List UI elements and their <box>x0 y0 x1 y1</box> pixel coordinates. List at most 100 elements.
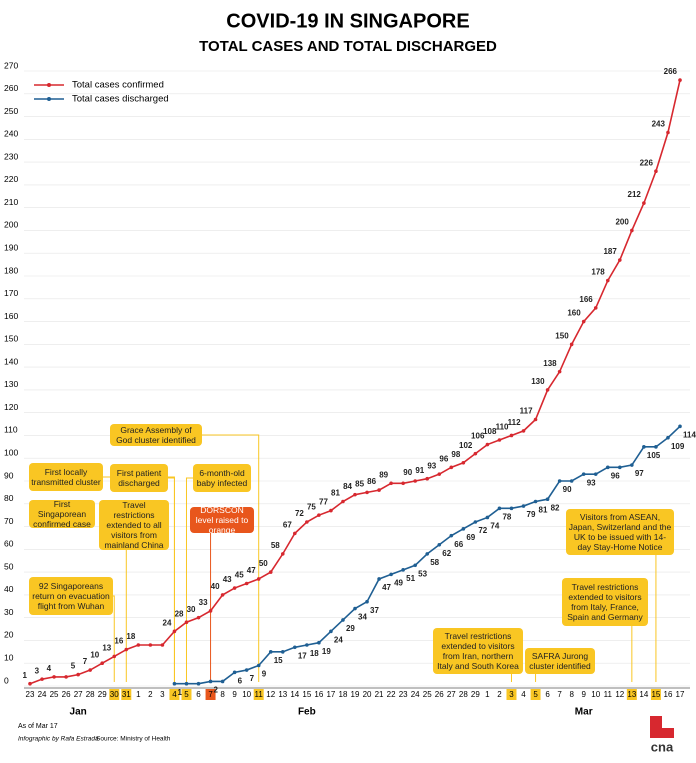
x-tick-label: 7 <box>557 690 562 699</box>
annotation-text: SAFRA Jurong cluster identified <box>529 651 591 671</box>
data-point <box>184 681 189 686</box>
data-point <box>208 679 213 684</box>
data-point <box>40 677 44 681</box>
annotation-box <box>433 628 523 674</box>
tick-highlight <box>169 689 180 700</box>
data-point <box>605 278 610 283</box>
data-label: 226 <box>640 158 654 167</box>
tick-highlight <box>121 689 132 700</box>
data-label: 1 <box>177 688 182 697</box>
data-label: 6 <box>238 676 243 685</box>
data-point <box>425 552 430 556</box>
data-label: 85 <box>355 479 364 488</box>
data-label: 84 <box>343 482 352 491</box>
data-label: 28 <box>175 609 184 618</box>
data-point <box>341 499 345 504</box>
data-point <box>377 577 381 581</box>
y-tick-label: 180 <box>4 265 18 275</box>
annotation: Travel restrictions extended to visitors… <box>437 631 519 671</box>
data-label: 17 <box>298 651 307 660</box>
x-tick-label: 2 <box>497 690 502 699</box>
data-label: 72 <box>295 509 304 518</box>
data-point <box>28 681 32 686</box>
data-label: 160 <box>567 309 581 318</box>
legend-label: Total cases confirmed <box>72 80 164 91</box>
data-label: 77 <box>319 498 328 507</box>
data-label: 40 <box>211 582 220 591</box>
data-label: 15 <box>274 656 283 665</box>
x-tick-label: 2 <box>148 690 153 699</box>
y-tick-label: 140 <box>4 356 18 366</box>
annotation-text: DORSCON level raised to orange <box>195 507 249 533</box>
data-label: 114 <box>683 430 696 439</box>
tick-highlight <box>181 689 192 700</box>
data-point <box>293 531 297 536</box>
annotation: 6-month-old baby infected <box>196 468 248 488</box>
data-label: 33 <box>199 598 208 607</box>
data-label: 7 <box>83 657 88 666</box>
data-point <box>280 650 285 654</box>
data-label: 93 <box>587 478 596 487</box>
data-point <box>618 465 622 470</box>
x-tick-label: 5 <box>184 690 189 699</box>
data-point <box>437 542 442 547</box>
data-point <box>678 78 682 82</box>
annotation-text: Grace Assembly of God cluster identified <box>116 425 196 445</box>
annotation: Visitors from ASEAN, Japan, Switzerland … <box>569 512 672 552</box>
data-point <box>593 472 598 476</box>
data-point <box>437 472 442 476</box>
data-point <box>401 481 405 486</box>
data-label: 105 <box>647 451 661 460</box>
data-label: 130 <box>531 377 545 386</box>
data-label: 96 <box>611 471 620 480</box>
data-label: 66 <box>454 540 463 549</box>
y-tick-label: 20 <box>4 630 14 640</box>
data-point <box>485 515 490 520</box>
data-label: 243 <box>652 120 666 129</box>
data-point <box>557 369 562 374</box>
data-point <box>521 504 526 508</box>
y-tick-label: 190 <box>4 242 18 252</box>
y-tick-label: 220 <box>4 174 18 184</box>
data-point <box>136 643 141 647</box>
data-point <box>317 513 321 517</box>
annotation-text: 6-month-old baby infected <box>196 468 248 488</box>
annotation-connector <box>113 595 115 682</box>
data-point <box>642 201 646 205</box>
logo-text: cna <box>651 739 674 754</box>
data-label: 51 <box>406 574 415 583</box>
x-tick-label: 4 <box>521 690 526 699</box>
y-tick-label: 80 <box>4 493 14 503</box>
data-label: 89 <box>379 470 388 479</box>
x-tick-label: 21 <box>375 690 384 699</box>
data-label: 18 <box>126 632 135 641</box>
data-label: 45 <box>235 571 244 580</box>
data-label: 266 <box>664 67 678 76</box>
x-tick-label: 15 <box>302 690 311 699</box>
x-tick-label: 23 <box>399 690 408 699</box>
data-point <box>365 490 369 495</box>
x-tick-label: 10 <box>591 690 600 699</box>
data-label: 90 <box>403 468 412 477</box>
data-point <box>100 661 105 666</box>
y-tick-label: 60 <box>4 539 14 549</box>
data-label: 13 <box>102 643 111 652</box>
data-point <box>497 506 502 511</box>
data-label: 108 <box>483 427 497 436</box>
data-label: 29 <box>346 624 355 633</box>
annotation-connector <box>185 477 193 682</box>
data-point <box>473 451 478 456</box>
y-tick-label: 260 <box>4 83 18 93</box>
x-tick-label: 28 <box>86 690 95 699</box>
data-point <box>256 663 261 668</box>
data-point <box>581 319 586 324</box>
data-label: 96 <box>439 454 448 463</box>
x-tick-label: 26 <box>435 690 444 699</box>
data-label: 58 <box>271 541 280 550</box>
x-tick-label: 26 <box>62 690 71 699</box>
x-tick-label: 31 <box>122 690 131 699</box>
data-point <box>329 629 333 634</box>
annotation-box <box>29 463 103 491</box>
data-point <box>196 615 201 620</box>
